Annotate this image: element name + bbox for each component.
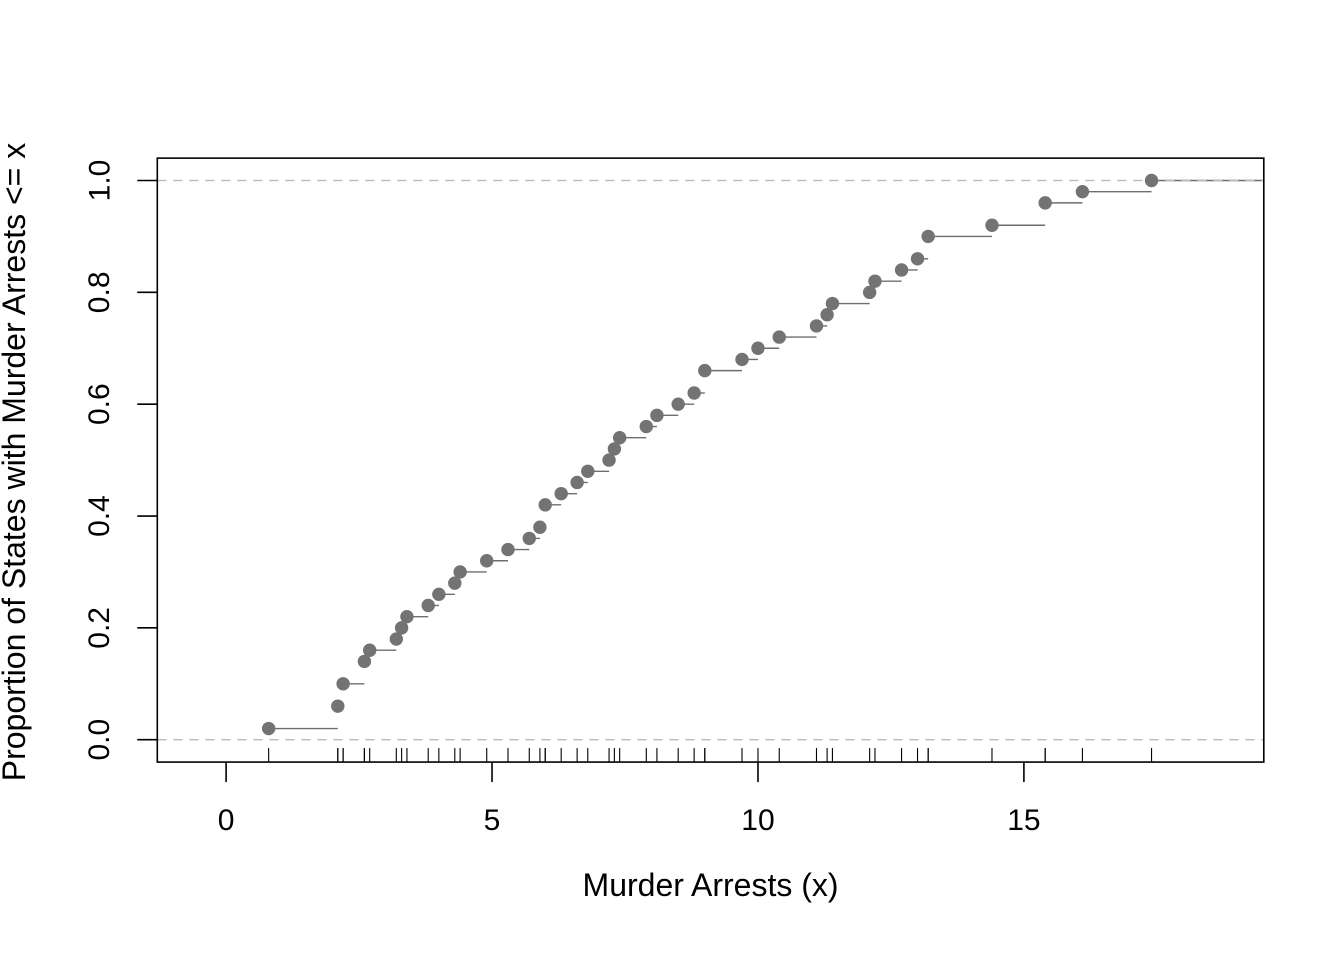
svg-text:5: 5 bbox=[484, 804, 501, 837]
svg-text:0: 0 bbox=[218, 804, 235, 837]
svg-text:0.6: 0.6 bbox=[83, 383, 116, 425]
svg-text:0.4: 0.4 bbox=[83, 495, 116, 537]
svg-text:0.2: 0.2 bbox=[83, 607, 116, 649]
svg-text:1.0: 1.0 bbox=[83, 160, 116, 202]
svg-text:15: 15 bbox=[1007, 804, 1040, 837]
svg-text:Proportion of States with Murd: Proportion of States with Murder Arrests… bbox=[0, 143, 32, 782]
svg-text:Murder Arrests (x): Murder Arrests (x) bbox=[583, 867, 839, 903]
svg-text:10: 10 bbox=[741, 804, 774, 837]
svg-text:0.0: 0.0 bbox=[83, 719, 116, 761]
svg-text:0.8: 0.8 bbox=[83, 271, 116, 313]
